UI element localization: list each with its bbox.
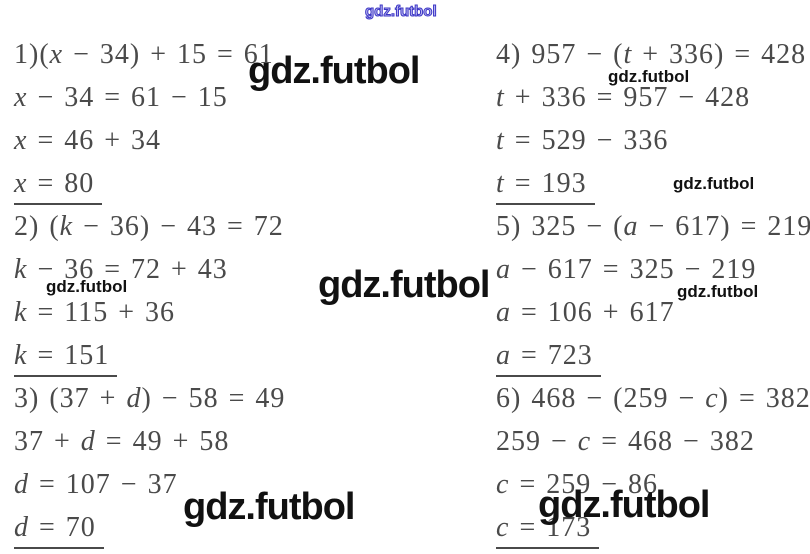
watermark-large-center: gdz.futbol [318,264,490,306]
watermark-top-outline: gdz.futbol [365,3,438,20]
answer-line: x = 80 [14,167,103,205]
answer-line: k = 151 [14,339,118,377]
equation-line: k = 115 + 36 [14,297,175,328]
answer-line: a = 723 [496,339,601,377]
answer-value: a = 723 [496,339,601,377]
equation-line: t + 336 = 957 − 428 [496,82,751,113]
answer-value: k = 151 [14,339,118,377]
watermark-small-top-right: gdz.futbol [608,67,690,86]
watermark-small-mid-right-2: gdz.futbol [677,282,759,301]
equation-line: 6) 468 − (259 − c) = 382 [496,383,810,414]
equation-line: c = 259 − 86 [496,469,659,500]
watermark-large-top-left: gdz.futbol [248,50,420,92]
equation-line: 2) (k − 36) − 43 = 72 [14,211,284,242]
equation-line: x = 46 + 34 [14,125,162,156]
solutions-column-right: 4) 957 − (t + 336) = 428 t + 336 = 957 −… [496,0,810,554]
equation-line: x − 34 = 61 − 15 [14,82,228,113]
equation-line: k − 36 = 72 + 43 [14,254,228,285]
answer-value: x = 80 [14,167,103,205]
answer-value: d = 70 [14,511,104,549]
equation-line: t = 529 − 336 [496,125,669,156]
watermark-large-bottom-right: gdz.futbol [538,484,710,526]
equation-line: d = 107 − 37 [14,469,178,500]
watermark-large-bottom-left: gdz.futbol [183,486,355,528]
equation-line: 1)(x − 34) + 15 = 61 [14,39,274,70]
watermark-small-mid-left: gdz.futbol [46,277,128,296]
answer-line: c = 173 [496,511,600,549]
equation-line: 5) 325 − (a − 617) = 219 [496,211,810,242]
equation-line: 259 − c = 468 − 382 [496,426,755,457]
equation-line: 3) (37 + d) − 58 = 49 [14,383,286,414]
watermark-small-mid-right-1: gdz.futbol [673,174,755,193]
answer-line: d = 70 [14,511,104,549]
equation-line: a = 106 + 617 [496,297,675,328]
equation-line: 4) 957 − (t + 336) = 428 [496,39,807,70]
equation-line: 37 + d = 49 + 58 [14,426,230,457]
answer-value: c = 173 [496,511,600,549]
answer-line: t = 193 [496,167,595,205]
answer-value: t = 193 [496,167,595,205]
solutions-column-left: 1)(x − 34) + 15 = 61 x − 34 = 61 − 15 x … [14,0,334,554]
equation-line: a − 617 = 325 − 219 [496,254,757,285]
